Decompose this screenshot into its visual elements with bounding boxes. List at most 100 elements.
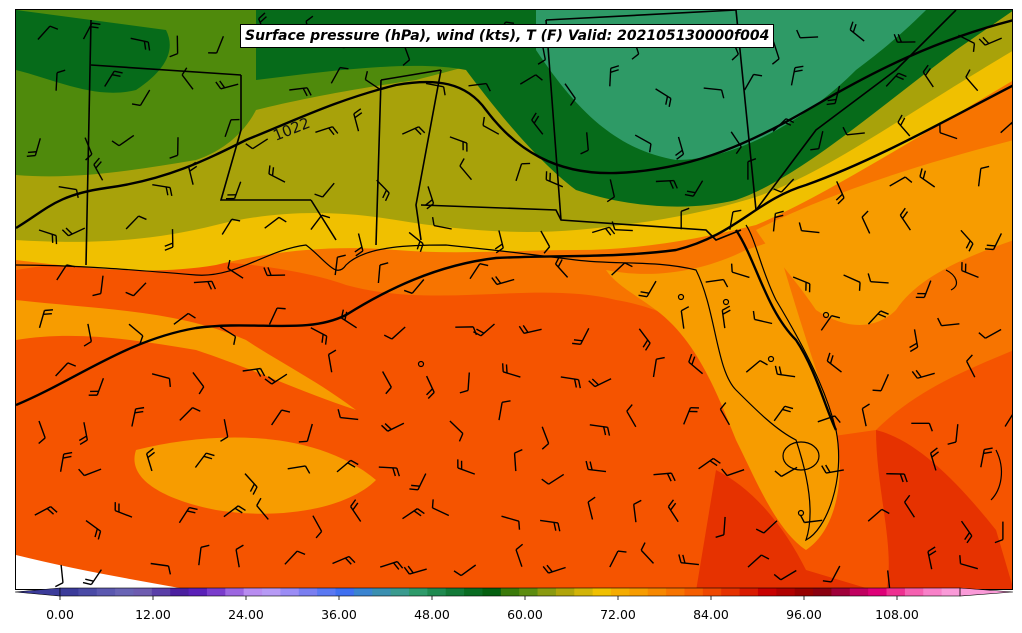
wind-barb-shaft [680, 310, 685, 329]
wind-barb-flag [347, 462, 356, 468]
wind-barb [383, 326, 406, 340]
wind-barb [515, 162, 531, 182]
wind-barb-flag [533, 115, 540, 124]
wind-barb-shaft [980, 449, 985, 468]
wind-barb [82, 22, 101, 40]
wind-barb-flag [947, 441, 957, 445]
wind-barb-flag [43, 312, 52, 316]
wind-barb-flag [897, 33, 903, 43]
wind-barb-flag [680, 306, 690, 312]
wind-barb-shaft [501, 515, 519, 522]
wind-barb-flag [861, 210, 869, 218]
colorbar-cell [794, 588, 814, 596]
colorbar-cell [757, 588, 777, 596]
wind-barb-flag [384, 423, 392, 430]
wind-barb [545, 171, 564, 188]
wind-barb-flag [206, 452, 215, 457]
wind-barb-flag [189, 165, 198, 172]
wind-barb-shaft [703, 87, 722, 91]
wind-barb-shaft [992, 233, 1003, 250]
wind-barb-shaft [792, 276, 811, 285]
wind-barb-flag [234, 507, 243, 514]
wind-barb [350, 499, 362, 522]
wind-barb-shaft [958, 34, 975, 44]
wind-barb-flag [591, 378, 599, 386]
wind-barb [78, 468, 102, 477]
colorbar-tick-label: 72.00 [600, 607, 636, 622]
colorbar-cell [941, 588, 961, 596]
wind-barb-flag [495, 247, 504, 254]
wind-barb-flag [928, 423, 933, 432]
wind-barb-shaft [626, 410, 637, 428]
wind-barb-flag [638, 294, 648, 298]
wind-barb-shaft [825, 469, 844, 474]
wind-barb [378, 466, 401, 477]
wind-barb-flag [27, 151, 37, 154]
wind-barb [729, 209, 742, 230]
wind-barb [315, 126, 339, 136]
wind-barb-flag [230, 118, 240, 121]
band-florida [606, 240, 840, 550]
wind-barb-flag [633, 499, 642, 505]
colorbar-cell [500, 588, 520, 596]
wind-barb-shaft [609, 68, 612, 87]
wind-barb-flag [917, 292, 926, 295]
wind-barb-flag [281, 409, 291, 413]
wind-barb-flag [235, 544, 244, 551]
wind-barb-flag [755, 528, 765, 534]
wind-barb-shaft [192, 371, 205, 388]
state-boundaries [85, 10, 957, 266]
wind-barb-flag [721, 468, 728, 477]
wind-barb-flag [427, 391, 435, 400]
wind-barb-shaft [919, 176, 936, 188]
wind-barb-shaft [128, 323, 144, 337]
wind-barb [55, 564, 64, 588]
wind-barb-shaft [364, 78, 381, 91]
colorbar-extend-min [14, 587, 61, 597]
wind-barb-flag [543, 246, 551, 254]
colorbar-cell [280, 588, 300, 596]
wind-barb [235, 544, 244, 568]
wind-barb-flag [640, 291, 650, 294]
wind-barb [256, 497, 269, 520]
colorbar-cell [408, 588, 428, 596]
wind-barb-shaft [34, 138, 41, 156]
wind-barb-flag [491, 277, 498, 285]
wind-barb [473, 323, 495, 337]
wind-barb-shaft [913, 329, 919, 348]
wind-barb-flag [826, 102, 836, 106]
wind-barb-flag [922, 170, 927, 180]
wind-barb [310, 327, 328, 345]
wind-barb-flag [63, 451, 73, 455]
wind-barb-flag [644, 342, 651, 351]
wind-barb-shaft [515, 549, 523, 567]
wind-barb [336, 459, 359, 473]
wind-barb [958, 34, 976, 52]
wind-barb-flag [686, 190, 696, 194]
wind-barb-shaft [96, 377, 105, 396]
wind-barb-flag [94, 528, 99, 538]
wind-barb-flag [656, 356, 665, 360]
wind-barb-flag [278, 216, 287, 223]
wind-barb-flag [546, 564, 553, 573]
wind-barb-shaft [179, 407, 194, 421]
wind-barb [580, 132, 589, 155]
wind-barb [585, 460, 607, 473]
wind-barb [680, 306, 690, 329]
wind-barb [459, 372, 470, 394]
wind-barb [849, 21, 865, 42]
wind-barb [747, 158, 757, 180]
wind-barb-shaft [38, 229, 57, 237]
wind-barb-shaft [977, 168, 982, 187]
wind-barb [667, 499, 679, 523]
wind-barb-shaft [221, 218, 233, 235]
wind-barb-flag [413, 510, 422, 517]
wind-barb-flag [557, 522, 561, 532]
wind-barb-shaft [646, 280, 657, 298]
wind-barb-flag [252, 486, 258, 495]
colorbar-cell [464, 588, 484, 596]
colorbar-cell [849, 588, 869, 596]
wind-barb-flag [304, 465, 311, 474]
wind-barb [1004, 410, 1012, 427]
wind-barb-flag [264, 378, 273, 385]
